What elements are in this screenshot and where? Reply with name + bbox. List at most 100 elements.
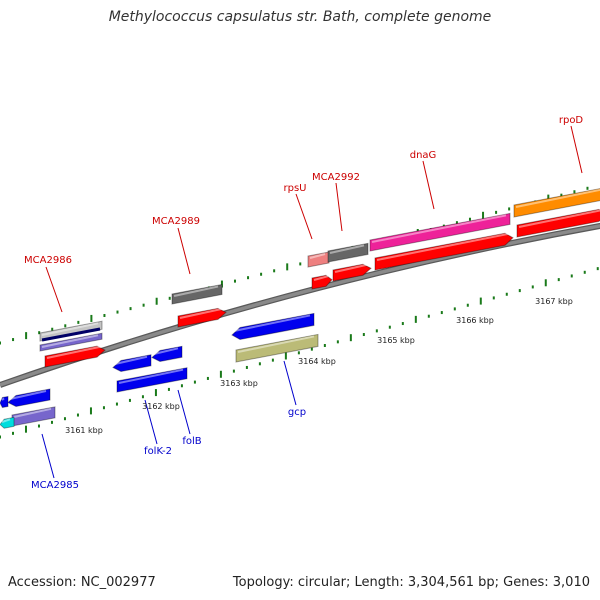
top-tick-dot	[247, 276, 250, 280]
bottom-tick-dot	[310, 347, 313, 351]
bottom-tick-dot	[440, 311, 443, 315]
bottom-tick-dot	[375, 329, 378, 333]
bottom-tick-dot	[154, 389, 157, 397]
feature-mca2989-gray-highlight	[173, 285, 219, 297]
bottom-tick-dot	[76, 413, 79, 417]
top-tick-dot	[573, 190, 576, 194]
feature-red-arrow-highlight	[46, 345, 102, 359]
scale-label: 3166 kbp	[456, 316, 494, 325]
feature-dnaG-pink-highlight	[371, 214, 507, 243]
bottom-tick-dot	[505, 292, 508, 296]
feature-red-arrow	[177, 307, 227, 328]
feature-gcp-olive	[235, 333, 319, 363]
feature-blue-arrow	[0, 395, 9, 409]
feature-red-arrow-highlight	[376, 232, 510, 261]
feature-red-arrow-highlight	[334, 263, 368, 273]
top-tick-dot	[77, 320, 80, 324]
top-tick-dot	[116, 310, 119, 314]
feature-mca2989-gray	[171, 283, 223, 305]
label-folK-2-leader	[144, 399, 158, 445]
bottom-tick-dot	[180, 384, 183, 388]
bottom-tick-dot	[362, 333, 365, 337]
bottom-tick-dot	[596, 267, 599, 271]
feature-cyan-arrow	[0, 416, 15, 429]
bottom-tick-dot	[453, 307, 456, 311]
bottom-tick-dot	[219, 370, 222, 378]
top-tick-dot	[64, 324, 67, 328]
map-title: Methylococcus capsulatus str. Bath, comp…	[108, 9, 492, 25]
top-tick-dot	[168, 296, 171, 300]
label-dnaG-leader	[422, 160, 435, 210]
bottom-tick-dot	[37, 424, 40, 428]
bottom-tick-dot	[115, 402, 118, 406]
top-tick-dot	[129, 307, 132, 311]
feature-rpoD-orange-highlight	[515, 188, 600, 208]
scale-label: 3165 kbp	[377, 336, 415, 345]
bottom-tick-dot	[50, 420, 53, 424]
scale-label: 3161 kbp	[65, 426, 103, 435]
feature-mca2985-purple-highlight	[13, 407, 52, 418]
top-tick-dot	[233, 279, 236, 283]
feature-red-arrow	[311, 274, 333, 290]
label-rpsU: rpsU	[284, 183, 307, 194]
label-leaders	[41, 125, 583, 479]
feature-red-arrow	[44, 345, 106, 368]
bottom-tick-dot	[102, 406, 105, 410]
bottom-tick-dot	[466, 303, 469, 307]
top-tick-dot	[90, 314, 93, 322]
feature-mca2986-lower	[39, 332, 103, 352]
feature-gcp-olive-highlight	[237, 335, 315, 353]
feature-blue-arrow	[231, 312, 315, 341]
top-tick-dot	[103, 313, 106, 317]
bottom-tick-dot	[284, 352, 287, 360]
feature-dnaG-pink	[369, 212, 511, 252]
top-tick-dot	[547, 194, 550, 202]
label-rpoD-leader	[570, 125, 583, 174]
label-mca2989-leader	[177, 227, 191, 275]
bottom-tick-dot	[271, 358, 274, 362]
top-tick-dot	[220, 280, 223, 288]
bottom-tick-dot	[349, 334, 352, 342]
bottom-tick-dot	[206, 376, 209, 380]
bottom-tick-dot	[388, 325, 391, 329]
label-dnaG: dnaG	[410, 150, 437, 161]
scale-label: 3164 kbp	[298, 357, 336, 366]
label-folB-leader	[177, 389, 191, 435]
label-mca2992-leader	[335, 182, 343, 232]
feature-red-arrow	[516, 208, 600, 238]
top-tick-dot	[586, 186, 589, 190]
features	[0, 188, 600, 429]
feature-mca2986-lower-highlight	[41, 334, 99, 348]
label-mca2989: MCA2989	[152, 216, 200, 227]
bottom-tick-dot	[193, 380, 196, 384]
feature-blue-arrow	[112, 354, 152, 373]
bottom-tick-dot	[11, 431, 14, 435]
bottom-tick-dot	[297, 351, 300, 355]
labels: MCA2986 MCA2989 rpsU MCA2992 dnaG rpoD MCA2985…	[24, 115, 583, 491]
bottom-tick-dot	[24, 425, 27, 433]
feature-blue-arrow	[7, 388, 51, 408]
label-mca2986: MCA2986	[24, 255, 72, 266]
bottom-tick-dot	[414, 315, 417, 323]
scale-label: 3163 kbp	[220, 379, 258, 388]
feature-mca2992-gray	[327, 242, 369, 263]
bottom-tick-dot	[0, 435, 1, 439]
bottom-tick-dot	[63, 417, 66, 421]
top-tick-dot	[155, 297, 158, 305]
feature-red-arrow-highlight	[518, 209, 600, 228]
bottom-tick-dot	[89, 407, 92, 415]
top-tick-dot	[12, 338, 15, 342]
label-rpsU-leader	[295, 193, 313, 240]
bottom-tick-dot	[531, 285, 534, 289]
top-tick-dot	[25, 332, 28, 340]
feature-rpsU-salmon-highlight	[309, 253, 326, 259]
bottom-tick-dot	[232, 369, 235, 373]
top-tick-dot	[495, 210, 498, 214]
feature-blue-arrow-highlight	[233, 314, 311, 332]
bottom-tick-dot	[479, 297, 482, 305]
bottom-tick-dot	[583, 270, 586, 274]
feature-blue-arrow-highlight	[1, 397, 5, 401]
feature-blue-arrow-highlight	[153, 347, 179, 355]
top-tick-dot	[51, 327, 54, 331]
